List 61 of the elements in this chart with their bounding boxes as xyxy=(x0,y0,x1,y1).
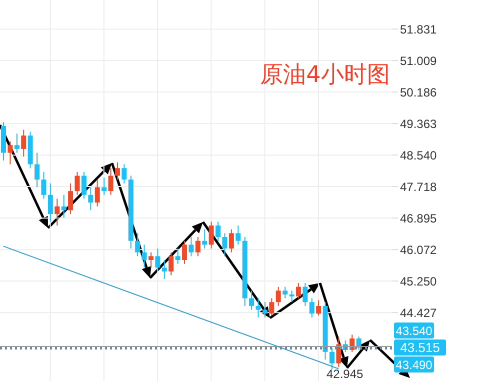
candlestick xyxy=(81,171,86,200)
y-tick-label: 48.540 xyxy=(400,148,438,162)
candlestick xyxy=(88,186,94,211)
ref-line-label: 43.515 xyxy=(400,340,440,355)
candlestick xyxy=(34,152,40,188)
annotation: 42.945 xyxy=(326,367,364,381)
candlestick xyxy=(21,129,26,158)
candlestick xyxy=(329,348,334,370)
y-tick-label: 44.427 xyxy=(400,306,438,320)
ref-line-label: 43.540 xyxy=(396,324,433,338)
y-tick-label: 47.718 xyxy=(400,180,438,194)
candlestick xyxy=(108,168,114,196)
candlestick xyxy=(68,182,74,215)
candlestick xyxy=(256,298,261,318)
candlestick xyxy=(8,140,13,165)
candlestick xyxy=(142,244,147,268)
candlestick xyxy=(228,228,234,253)
candlestick xyxy=(296,282,301,299)
candlestick xyxy=(276,286,281,306)
candlestick xyxy=(208,221,214,250)
candlestick xyxy=(74,171,80,196)
candlestick xyxy=(114,162,120,180)
candlestick xyxy=(48,182,53,222)
candlestick xyxy=(102,177,107,196)
candlestick xyxy=(168,252,174,276)
candlestick xyxy=(155,248,160,272)
candlestick xyxy=(14,133,20,154)
text: 原油4小时图 xyxy=(260,62,390,88)
candlestick xyxy=(216,221,221,242)
candlestick xyxy=(188,236,194,257)
candlestick xyxy=(182,240,187,264)
candlestick xyxy=(175,248,180,264)
candlestick xyxy=(54,198,60,226)
candlestick xyxy=(122,164,127,184)
candlestick xyxy=(249,290,254,310)
y-tick-label: 46.895 xyxy=(400,211,438,226)
y-tick-label: 45.250 xyxy=(400,274,438,288)
candlestick xyxy=(195,236,200,257)
candlestick xyxy=(316,300,322,316)
candlestick xyxy=(269,298,274,316)
candlestick xyxy=(162,260,167,280)
candlestick xyxy=(222,232,228,257)
candlestick xyxy=(262,302,268,318)
candlestick xyxy=(282,286,288,299)
y-tick-label: 51.831 xyxy=(400,22,438,36)
candlestick xyxy=(336,336,342,368)
y-tick-label: 49.363 xyxy=(400,116,438,131)
y-tick-label: 46.072 xyxy=(400,242,438,257)
candlestick xyxy=(309,298,314,318)
candlestick xyxy=(61,194,66,218)
y-tick-label: 51.009 xyxy=(400,54,438,68)
candlestick xyxy=(289,290,294,303)
candlestick xyxy=(202,228,208,250)
candlestick xyxy=(41,171,46,200)
candlestick xyxy=(148,252,154,268)
candlestick xyxy=(135,232,140,257)
ref-line-label: 43.490 xyxy=(396,358,433,372)
y-tick-label: 50.186 xyxy=(400,85,438,100)
candlestick xyxy=(94,179,100,207)
candlestick xyxy=(236,225,241,246)
candlestick xyxy=(302,282,308,306)
